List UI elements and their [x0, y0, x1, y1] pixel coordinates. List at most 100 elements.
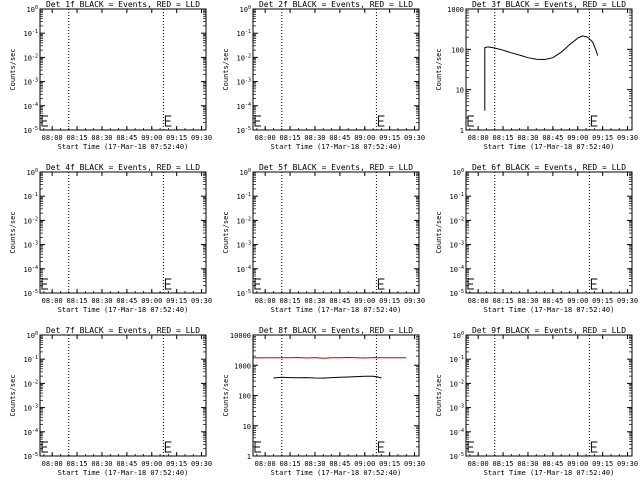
- state-flag-marker: [590, 278, 598, 290]
- y-tick-label: 10-1: [24, 355, 38, 364]
- y-tick-label: 10-1: [450, 355, 464, 364]
- state-flag-marker: [41, 115, 48, 127]
- y-tick-label: 10-5: [24, 452, 38, 461]
- panel-det-8: Det 8f BLACK = Events, RED = LLD 08:00 08:…: [222, 326, 425, 477]
- x-tick-label: 09:30: [617, 134, 638, 142]
- panel-det-7: Det 7f BLACK = Events, RED = LLD 08:00 08:…: [9, 326, 212, 477]
- x-tick-label: 08:15: [67, 134, 88, 142]
- x-tick-label: 09:15: [166, 297, 187, 305]
- plot-frame: [252, 171, 420, 294]
- panel-det-5: Det 5f BLACK = Events, RED = LLD 08:00 08:…: [222, 163, 425, 314]
- state-flag-marker: [377, 441, 385, 453]
- state-flag-marker: [164, 278, 172, 290]
- x-tick-label: 08:45: [542, 134, 563, 142]
- plot-frame: [252, 334, 420, 457]
- x-axis-label: Start Time (17-Mar-18 07:52:40): [271, 469, 402, 477]
- x-tick-label: 08:15: [280, 460, 301, 468]
- x-tick-label: 09:00: [567, 460, 588, 468]
- panel-title: Det 7f BLACK = Events, RED = LLD: [46, 326, 200, 335]
- x-tick-label: 08:45: [116, 297, 137, 305]
- y-tick-label: 10-2: [24, 379, 38, 388]
- x-tick-label: 08:15: [493, 134, 514, 142]
- state-flag-marker: [590, 115, 598, 127]
- y-tick-label: 10-4: [24, 265, 38, 274]
- y-axis-label: Counts/sec: [9, 374, 17, 416]
- y-tick-label: 10-4: [24, 102, 38, 111]
- y-tick-label: 10-1: [450, 192, 464, 201]
- y-tick-label: 10-1: [237, 192, 251, 201]
- y-tick-label: 10-3: [450, 404, 464, 413]
- y-tick-label: 10-5: [24, 289, 38, 298]
- y-tick-label: 10-5: [237, 289, 251, 298]
- panel-title: Det 8f BLACK = Events, RED = LLD: [259, 326, 413, 335]
- y-tick-label: 1000: [447, 6, 464, 14]
- x-tick-label: 09:00: [567, 297, 588, 305]
- x-tick-label: 09:30: [404, 297, 425, 305]
- y-tick-label: 10-5: [237, 126, 251, 135]
- x-tick-label: 08:45: [542, 297, 563, 305]
- x-tick-label: 08:15: [280, 297, 301, 305]
- panel-det-3: Det 3f BLACK = Events, RED = LLD 08:00 08:…: [435, 0, 638, 151]
- y-tick-label: 100: [453, 331, 464, 340]
- state-flag-marker: [377, 115, 385, 127]
- y-tick-label: 10-4: [237, 265, 251, 274]
- x-tick-label: 09:30: [191, 134, 212, 142]
- x-tick-label: 09:00: [354, 134, 375, 142]
- series-line-1: [484, 35, 599, 111]
- state-flag-marker: [41, 278, 48, 290]
- y-tick-label: 10-3: [237, 241, 251, 250]
- x-tick-label: 09:00: [141, 134, 162, 142]
- y-tick-label: 10-3: [24, 78, 38, 87]
- x-tick-label: 08:45: [116, 134, 137, 142]
- y-tick-label: 10-3: [24, 241, 38, 250]
- y-tick-label: 10-2: [24, 53, 38, 62]
- x-tick-label: 09:15: [592, 460, 613, 468]
- plot-frame: [39, 8, 207, 131]
- y-axis-label: Counts/sec: [222, 211, 230, 253]
- y-tick-label: 10-5: [24, 126, 38, 135]
- panel-title: Det 4f BLACK = Events, RED = LLD: [46, 163, 200, 172]
- x-tick-label: 08:30: [304, 460, 325, 468]
- y-tick-label: 100: [27, 5, 38, 14]
- x-tick-label: 08:30: [304, 297, 325, 305]
- y-tick-label: 100: [27, 168, 38, 177]
- y-tick-label: 10-2: [237, 216, 251, 225]
- x-tick-label: 08:30: [304, 134, 325, 142]
- x-tick-label: 09:00: [354, 460, 375, 468]
- state-flag-marker: [590, 441, 598, 453]
- panel-title: Det 2f BLACK = Events, RED = LLD: [259, 0, 413, 9]
- y-tick-label: 10-1: [237, 29, 251, 38]
- x-axis-label: Start Time (17-Mar-18 07:52:40): [58, 306, 189, 314]
- panel-det-1: Det 1f BLACK = Events, RED = LLD 08:00 08:…: [9, 0, 212, 151]
- x-tick-label: 08:15: [67, 460, 88, 468]
- panel-title: Det 1f BLACK = Events, RED = LLD: [46, 0, 200, 9]
- x-axis-label: Start Time (17-Mar-18 07:52:40): [58, 469, 189, 477]
- y-axis-label: Counts/sec: [222, 48, 230, 90]
- x-tick-label: 08:00: [255, 460, 276, 468]
- x-axis-label: Start Time (17-Mar-18 07:52:40): [484, 306, 615, 314]
- y-axis-label: Counts/sec: [435, 211, 443, 253]
- x-axis-label: Start Time (17-Mar-18 07:52:40): [484, 469, 615, 477]
- y-tick-label: 1: [460, 127, 464, 135]
- x-tick-label: 09:00: [354, 297, 375, 305]
- x-tick-label: 08:45: [329, 460, 350, 468]
- y-tick-label: 10-2: [450, 216, 464, 225]
- x-tick-label: 09:30: [617, 297, 638, 305]
- x-tick-label: 08:15: [67, 297, 88, 305]
- state-flag-marker: [164, 115, 172, 127]
- y-tick-label: 10-4: [450, 428, 464, 437]
- y-tick-label: 100: [240, 168, 251, 177]
- panel-title: Det 9f BLACK = Events, RED = LLD: [472, 326, 626, 335]
- state-flag-marker: [467, 115, 474, 127]
- x-tick-label: 08:00: [255, 134, 276, 142]
- y-tick-label: 10-4: [24, 428, 38, 437]
- state-flag-marker: [254, 278, 261, 290]
- x-tick-label: 08:15: [493, 460, 514, 468]
- panel-det-2: Det 2f BLACK = Events, RED = LLD 08:00 08:…: [222, 0, 425, 151]
- x-tick-label: 08:30: [91, 134, 112, 142]
- y-axis-label: Counts/sec: [222, 374, 230, 416]
- x-tick-label: 08:45: [116, 460, 137, 468]
- x-tick-label: 08:00: [468, 134, 489, 142]
